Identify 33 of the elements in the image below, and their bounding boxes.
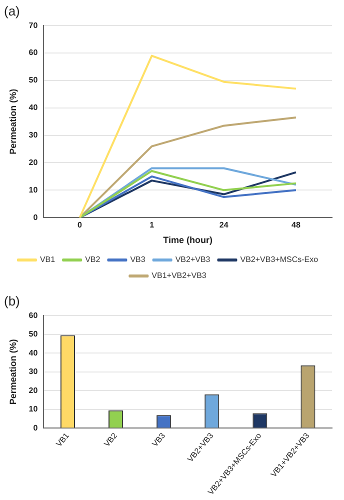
x-tick-label: 48 <box>292 220 301 230</box>
x-tick-label: VB3 <box>150 430 168 449</box>
y-axis-title: Permeation (%) <box>8 339 18 405</box>
y-tick-label: 30 <box>28 130 38 140</box>
y-tick-label: 40 <box>28 348 38 358</box>
y-tick-label: 0 <box>33 423 38 432</box>
y-tick-label: 0 <box>33 212 38 222</box>
x-axis-title: Time (hour) <box>163 235 213 246</box>
y-tick-label: 10 <box>28 404 38 414</box>
y-tick-label: 70 <box>28 20 38 30</box>
y-tick-label: 60 <box>28 48 38 58</box>
legend-label: VB3 <box>130 255 146 264</box>
x-tick-label: VB2 <box>102 430 120 449</box>
x-tick-label: 24 <box>219 220 229 230</box>
x-tick-label: 1 <box>150 220 155 230</box>
legend-label: VB2+VB3 <box>175 255 211 264</box>
legend-label: VB1 <box>40 255 56 264</box>
y-tick-label: 60 <box>28 310 38 320</box>
x-tick-label: 0 <box>78 220 83 230</box>
y-tick-label: 20 <box>28 158 38 167</box>
y-tick-label: 10 <box>28 185 38 194</box>
x-tick-label: VB1 <box>54 430 72 449</box>
chart-title: (a) <box>4 3 20 18</box>
y-tick-label: 50 <box>28 330 38 339</box>
y-tick-label: 20 <box>28 386 38 395</box>
y-tick-label: 40 <box>28 103 38 112</box>
chart-title: (b) <box>4 293 20 308</box>
legend-label: VB2+VB3+MSCs-Exo <box>240 255 319 264</box>
y-tick-label: 50 <box>28 76 38 85</box>
y-tick-label: 30 <box>28 367 38 376</box>
legend-label: VB1+VB2+VB3 <box>152 271 207 280</box>
y-axis-title: Permeation (%) <box>8 88 18 154</box>
legend-label: VB2 <box>85 255 101 264</box>
